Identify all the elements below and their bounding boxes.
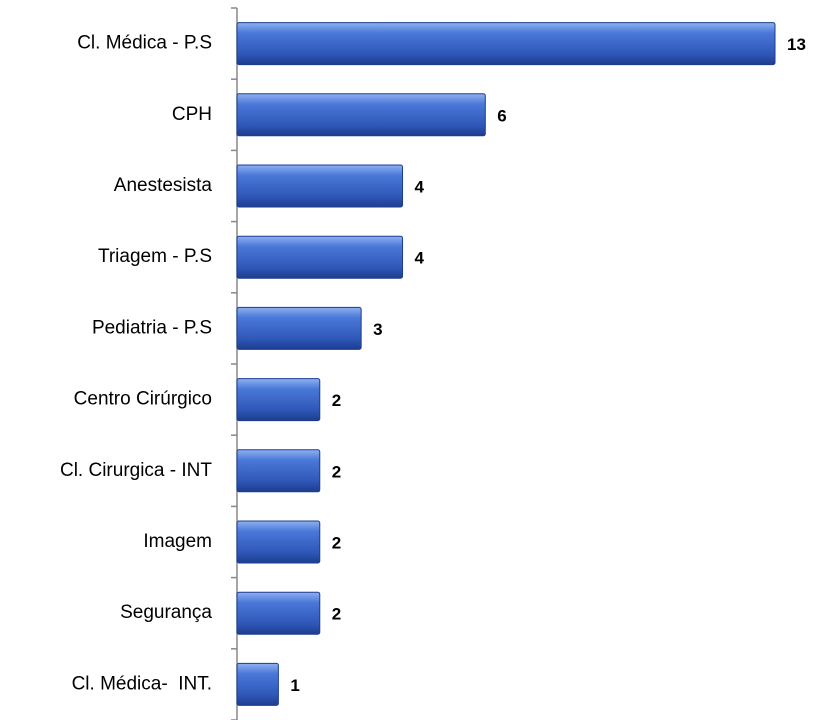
value-label: 3 <box>373 320 382 339</box>
bar <box>236 93 486 137</box>
y-tick-label: Centro Cirúrgico <box>74 389 212 410</box>
value-label: 2 <box>332 462 341 481</box>
bar <box>236 378 321 422</box>
value-label: 2 <box>332 533 341 552</box>
bar <box>236 235 404 279</box>
y-tick-label: Pediatria - P.S <box>92 317 212 338</box>
bar <box>236 306 362 350</box>
y-tick-label: CPH <box>172 104 212 125</box>
value-label: 4 <box>415 177 425 196</box>
y-tick-label: Segurança <box>120 602 212 623</box>
y-tick-label: Cl. Médica- INT. <box>72 673 212 694</box>
value-label: 4 <box>415 249 425 268</box>
y-tick-label: Cl. Médica - P.S <box>77 33 212 54</box>
value-label: 2 <box>332 391 341 410</box>
bar <box>236 164 404 208</box>
bar <box>236 22 776 66</box>
value-label: 13 <box>787 35 806 54</box>
y-tick-label: Cl. Cirurgica - INT <box>60 460 212 481</box>
value-label: 6 <box>497 106 506 125</box>
value-label: 2 <box>332 605 341 624</box>
y-tick-label: Anestesista <box>114 175 213 196</box>
bar <box>236 520 321 564</box>
bar <box>236 449 321 493</box>
y-tick-label: Imagem <box>143 531 212 552</box>
value-label: 1 <box>290 676 299 695</box>
bar <box>236 591 321 635</box>
bar <box>236 662 279 706</box>
y-tick-label: Triagem - P.S <box>98 246 212 267</box>
